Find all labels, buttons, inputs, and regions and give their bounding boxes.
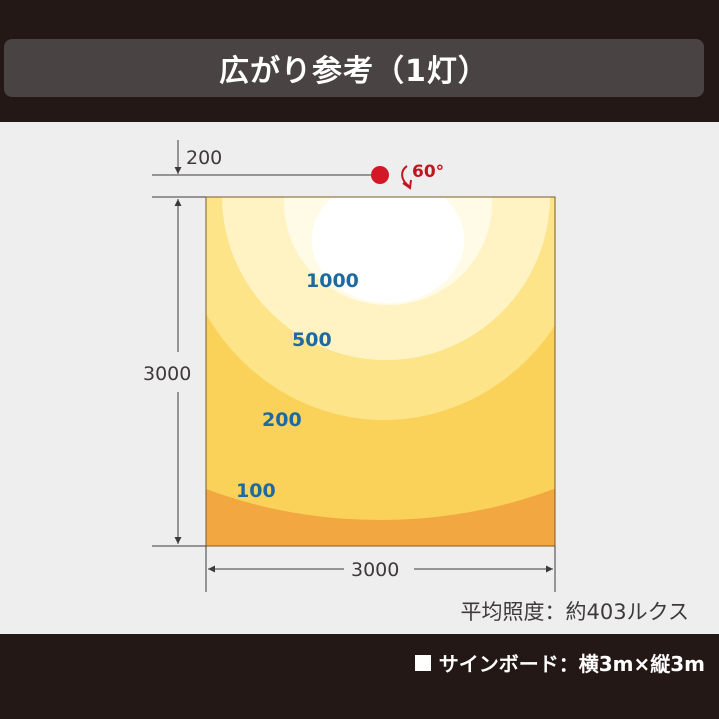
title-bar: 広がり参考（1灯） [4, 39, 704, 97]
width-label: 3000 [351, 559, 399, 581]
light-fixture-icon [371, 166, 389, 184]
zone-label-500: 500 [292, 329, 332, 351]
zone-label-100: 100 [236, 480, 276, 502]
zone-label-1000: 1000 [306, 270, 359, 292]
average-illuminance: 平均照度：約403ルクス [460, 600, 689, 624]
square-icon [414, 654, 431, 671]
sign-board-outline [205, 196, 556, 547]
footer-text: サインボード：横3m×縦3m [438, 652, 705, 676]
zone-1000 [312, 197, 464, 303]
angle-arrowhead-icon [402, 179, 412, 190]
height-label: 3000 [143, 363, 191, 385]
zone-500 [222, 197, 550, 360]
footer-caption: サインボード：横3m×縦3m [414, 648, 705, 677]
angle-arc-icon [401, 165, 411, 188]
angle-label: 60° [412, 162, 444, 182]
sign-board [206, 197, 555, 546]
page-title: 広がり参考（1灯） [219, 54, 489, 89]
zone-label-200: 200 [262, 409, 302, 431]
offset-label: 200 [186, 147, 222, 169]
